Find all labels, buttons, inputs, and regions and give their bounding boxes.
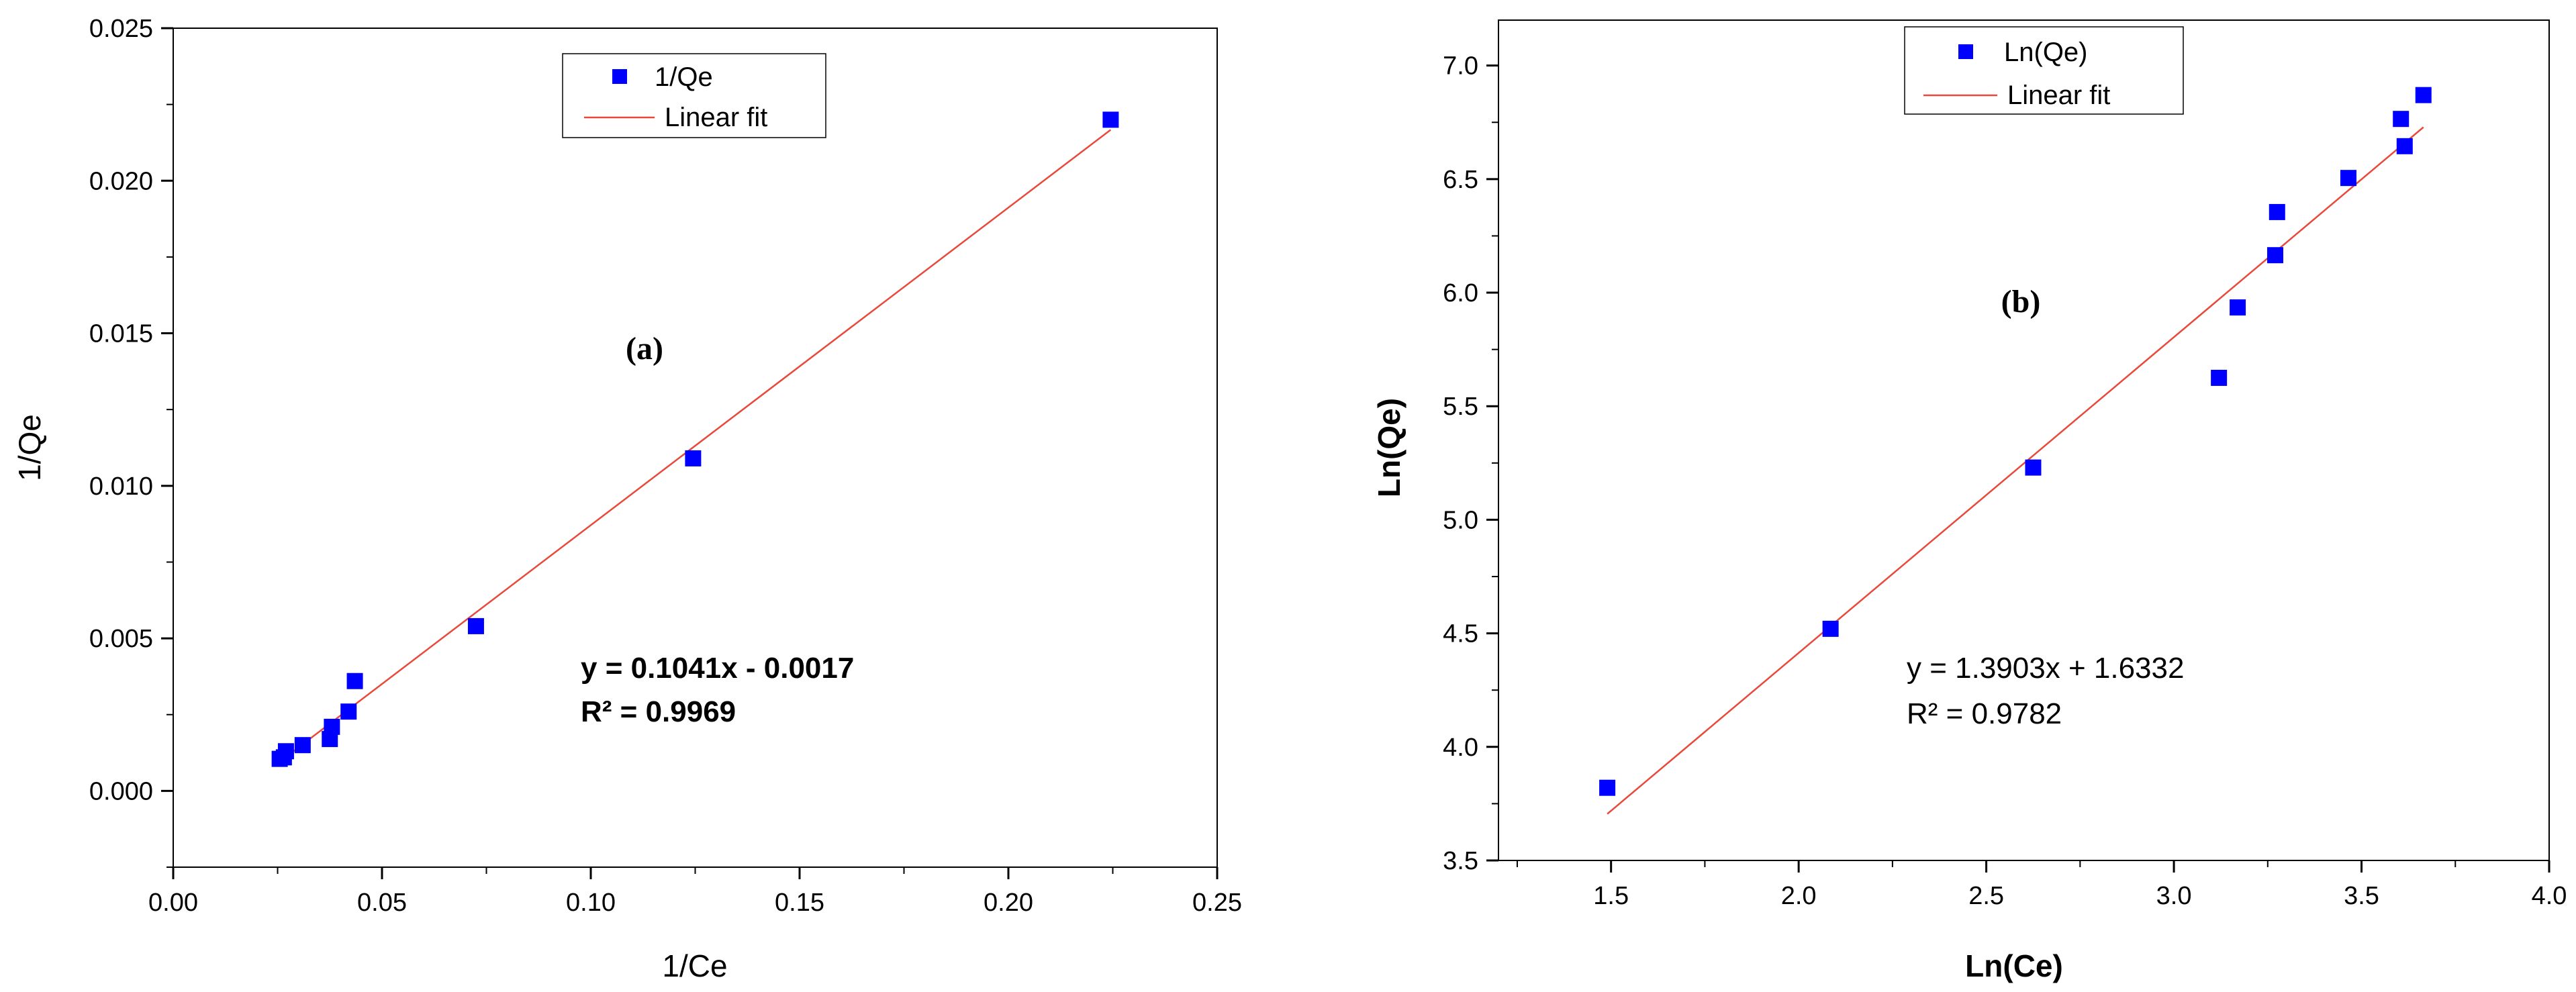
r-squared-b: R² = 0.9782 [1907,697,2062,730]
y-tick-label-a: 0.005 [89,625,153,653]
x-axis-title-b: Ln(Ce) [1965,948,2063,983]
x-axis-tick-labels-b: 1.5 2.0 2.5 3.0 3.5 4.0 [1593,882,2567,910]
data-point-b [1599,779,1616,796]
y-tick-label-a: 0.015 [89,320,153,348]
x-tick-label-a: 0.20 [984,889,1033,917]
y-axis-title-b: Ln(Qe) [1372,398,1406,497]
data-point-a [685,450,702,466]
x-tick-label-b: 4.0 [2532,882,2567,910]
data-point-b [2230,299,2246,316]
data-point-a [467,617,484,634]
data-point-a [1102,111,1119,128]
y-axis-tick-labels-a: 0.000 0.005 0.010 0.015 0.020 0.025 [89,15,153,805]
x-tick-label-a: 0.10 [566,889,616,917]
legend-b: Ln(Qe) Linear fit [1904,26,2184,115]
panel-label-a: (a) [626,331,663,366]
chart-panel-b: 1.5 2.0 2.5 3.0 3.5 4.0 3.5 4.0 4.5 5.0 5.5 6.0 6.5… [1372,19,2567,983]
data-point-a [324,718,340,735]
plot-frame-b [1498,19,2550,861]
x-tick-label-b: 2.5 [1968,882,2004,910]
r-squared-a: R² = 0.9969 [581,695,736,728]
linear-fit-line-b [1607,126,2424,815]
data-point-a [340,703,357,720]
data-point-b [2396,138,2413,154]
x-tick-label-a: 0.00 [148,889,198,917]
x-axis-title-a: 1/Ce [662,948,727,983]
data-point-b [1822,620,1839,637]
fit-equation-b: y = 1.3903x + 1.6332 [1907,652,2184,685]
data-point-b [2269,203,2285,220]
y-tick-label-b: 5.0 [1443,506,1478,534]
data-points-b [1599,87,2432,796]
y-tick-label-b: 4.0 [1443,734,1478,762]
y-tick-label-a: 0.010 [89,473,153,501]
data-points-a [271,111,1119,767]
y-tick-label-b: 6.0 [1443,279,1478,307]
data-point-b [2025,459,2042,476]
legend-marker-square-b [1958,44,1973,59]
legend-label-series-b: Ln(Qe) [2004,38,2088,67]
x-axis-ticks-b [1516,860,2550,873]
legend-box-b [1904,26,2184,115]
legend-a: 1/Qe Linear fit [562,53,826,138]
linear-fit-line-a [279,129,1112,762]
y-tick-label-a: 0.020 [89,167,153,195]
data-point-b [2211,369,2228,386]
chart-panel-a: 0.00 0.05 0.10 0.15 0.20 0.25 0.000 0.005 0.010… [12,15,1242,983]
x-tick-label-a: 0.25 [1192,889,1242,917]
y-tick-label-b: 6.5 [1443,166,1478,194]
x-tick-label-b: 2.0 [1781,882,1817,910]
y-tick-label-a: 0.000 [89,777,153,805]
y-axis-title-a: 1/Qe [12,414,47,481]
x-axis-tick-labels-a: 0.00 0.05 0.10 0.15 0.20 0.25 [148,889,1242,917]
legend-label-series-a: 1/Qe [655,62,713,92]
data-point-b [2415,87,2432,103]
x-axis-ticks-a [172,867,1219,879]
y-axis-ticks-b [1486,64,1498,862]
data-point-a [277,743,294,760]
x-tick-label-a: 0.15 [775,889,824,917]
y-tick-label-b: 5.5 [1443,393,1478,421]
y-axis-ticks-a [161,27,173,868]
x-tick-label-b: 3.0 [2156,882,2192,910]
legend-marker-square-a [612,69,627,84]
data-point-b [2340,170,2356,187]
x-tick-label-b: 3.5 [2344,882,2379,910]
y-tick-label-b: 7.0 [1443,52,1478,81]
fit-equation-a: y = 0.1041x - 0.0017 [581,652,854,685]
data-point-b [2393,111,2410,128]
y-tick-label-b: 3.5 [1443,847,1478,875]
legend-label-fit-a: Linear fit [665,103,767,132]
y-tick-label-b: 4.5 [1443,620,1478,648]
x-tick-label-a: 0.05 [357,889,407,917]
y-axis-tick-labels-b: 3.5 4.0 4.5 5.0 5.5 6.0 6.5 7.0 [1443,52,1478,875]
legend-label-fit-b: Linear fit [2007,81,2110,110]
legend-box-a [562,53,826,138]
x-tick-label-b: 1.5 [1593,882,1629,910]
data-point-a [346,673,363,689]
data-point-b [2267,247,2283,264]
data-point-a [294,737,311,754]
y-tick-label-a: 0.025 [89,15,153,43]
panel-label-b: (b) [2001,284,2041,319]
